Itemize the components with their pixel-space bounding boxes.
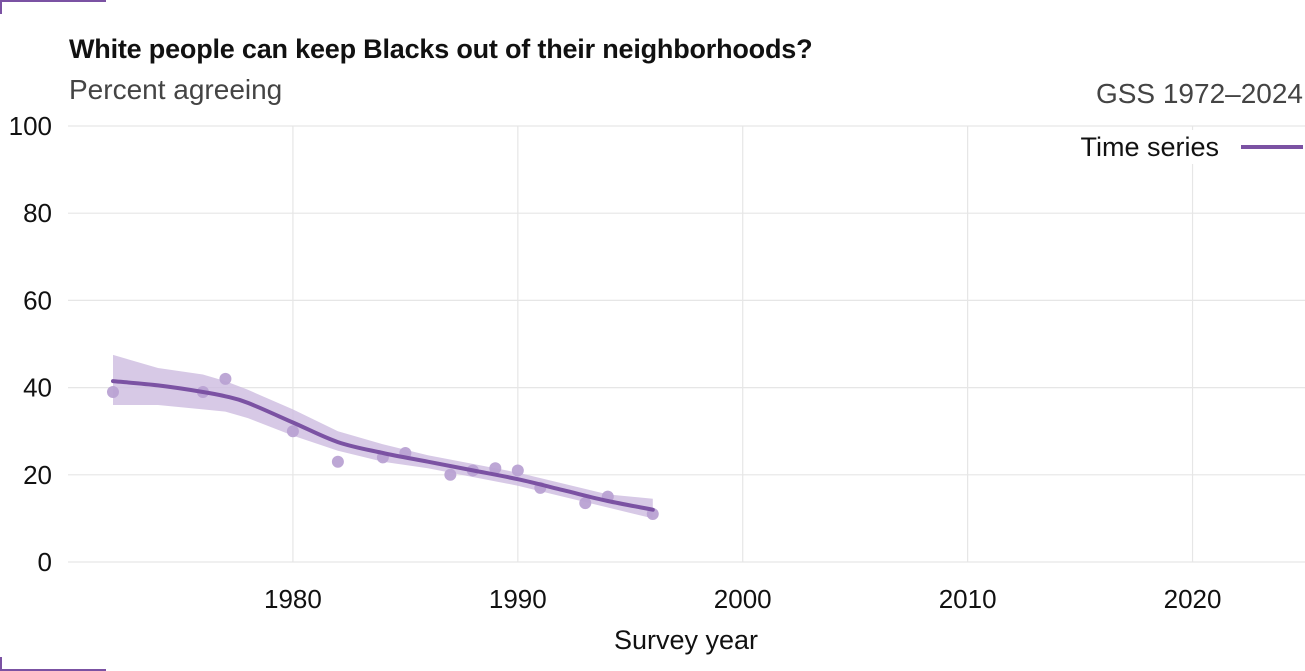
- x-axis-ticks: 1980 1990 2000 2010 2020: [264, 584, 1221, 614]
- data-point: [106, 385, 119, 398]
- y-tick-label: 80: [23, 198, 52, 228]
- chart-caption: GSS 1972–2024: [1095, 78, 1303, 109]
- data-point: [331, 455, 344, 468]
- data-point: [219, 372, 232, 385]
- data-point: [444, 468, 457, 481]
- y-tick-label: 0: [38, 547, 52, 577]
- chart-title: White people can keep Blacks out of thei…: [69, 34, 813, 64]
- data-point: [489, 462, 502, 475]
- legend: Time series: [1062, 130, 1303, 164]
- x-tick-label: 1980: [264, 584, 322, 614]
- legend-label: Time series: [1080, 131, 1219, 162]
- y-tick-label: 40: [23, 373, 52, 403]
- x-tick-label: 1990: [489, 584, 547, 614]
- chart-subtitle: Percent agreeing: [69, 74, 283, 105]
- y-axis-ticks: 0 20 40 60 80 100: [9, 111, 52, 577]
- y-tick-label: 20: [23, 460, 52, 490]
- grid: [68, 125, 1305, 563]
- data-point: [511, 464, 524, 477]
- frame-corner-top: [0, 0, 106, 2]
- x-axis-title: Survey year: [614, 625, 758, 655]
- x-tick-label: 2020: [1164, 584, 1222, 614]
- x-tick-label: 2000: [714, 584, 772, 614]
- frame-corner-top-vertical: [0, 0, 2, 14]
- data-point: [286, 425, 299, 438]
- y-tick-label: 60: [23, 285, 52, 315]
- frame-corner-bottom: [0, 669, 106, 671]
- trend-line-layer: [111, 379, 655, 512]
- y-tick-label: 100: [9, 111, 52, 141]
- data-point: [579, 497, 592, 510]
- frame-corner-bottom-vertical: [0, 657, 2, 671]
- x-tick-label: 2010: [939, 584, 997, 614]
- legend-line-key: [1241, 145, 1303, 149]
- trend-line: [111, 379, 655, 512]
